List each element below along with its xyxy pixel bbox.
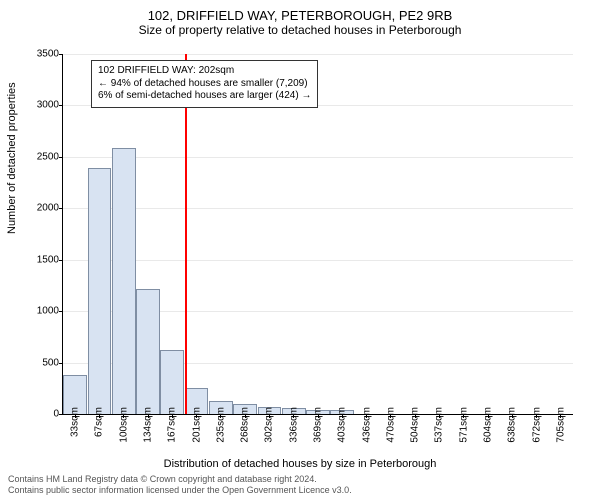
- x-tick-label: 470sqm: [385, 407, 396, 443]
- footer-line: Contains public sector information licen…: [8, 485, 352, 496]
- y-tick: [59, 208, 63, 209]
- figure: 102, DRIFFIELD WAY, PETERBOROUGH, PE2 9R…: [0, 0, 600, 500]
- x-tick-label: 504sqm: [410, 407, 421, 443]
- plot-area: 050010001500200025003000350033sqm67sqm10…: [62, 54, 573, 415]
- x-tick-label: 268sqm: [240, 407, 251, 443]
- x-tick-label: 33sqm: [70, 407, 81, 437]
- y-tick: [59, 311, 63, 312]
- x-tick-label: 100sqm: [118, 407, 129, 443]
- x-tick-label: 336sqm: [288, 407, 299, 443]
- x-tick-label: 571sqm: [458, 407, 469, 443]
- x-tick-label: 604sqm: [483, 407, 494, 443]
- bar: [112, 148, 136, 414]
- titles: 102, DRIFFIELD WAY, PETERBOROUGH, PE2 9R…: [0, 0, 600, 37]
- x-tick-label: 67sqm: [94, 407, 105, 437]
- y-tick: [59, 363, 63, 364]
- annotation-line: 6% of semi-detached houses are larger (4…: [98, 90, 311, 103]
- annotation-box: 102 DRIFFIELD WAY: 202sqm ← 94% of detac…: [91, 60, 318, 108]
- y-tick-label: 1500: [19, 254, 59, 265]
- gridline: [63, 54, 573, 55]
- reference-line: [185, 54, 187, 414]
- y-tick: [59, 54, 63, 55]
- bar: [160, 350, 184, 414]
- x-tick-label: 436sqm: [361, 407, 372, 443]
- x-tick-label: 705sqm: [555, 407, 566, 443]
- footer-line: Contains HM Land Registry data © Crown c…: [8, 474, 352, 485]
- y-tick-label: 2500: [19, 151, 59, 162]
- annotation-line: 102 DRIFFIELD WAY: 202sqm: [98, 65, 311, 78]
- title-line-1: 102, DRIFFIELD WAY, PETERBOROUGH, PE2 9R…: [0, 8, 600, 23]
- bar: [88, 168, 112, 414]
- gridline: [63, 260, 573, 261]
- y-tick-label: 0: [19, 409, 59, 420]
- y-tick-label: 3000: [19, 100, 59, 111]
- x-tick-label: 537sqm: [434, 407, 445, 443]
- annotation-line: ← 94% of detached houses are smaller (7,…: [98, 78, 311, 91]
- bar: [136, 289, 160, 414]
- y-tick-label: 500: [19, 357, 59, 368]
- x-tick-label: 369sqm: [313, 407, 324, 443]
- x-tick-label: 403sqm: [337, 407, 348, 443]
- x-tick-label: 672sqm: [531, 407, 542, 443]
- footer: Contains HM Land Registry data © Crown c…: [8, 474, 352, 496]
- gridline: [63, 157, 573, 158]
- y-tick: [59, 157, 63, 158]
- gridline: [63, 208, 573, 209]
- x-axis-label: Distribution of detached houses by size …: [0, 458, 600, 470]
- x-tick-label: 201sqm: [191, 407, 202, 443]
- x-tick-label: 235sqm: [215, 407, 226, 443]
- x-tick-label: 134sqm: [143, 407, 154, 443]
- x-tick-label: 638sqm: [507, 407, 518, 443]
- y-tick: [59, 105, 63, 106]
- y-axis-label: Number of detached properties: [6, 82, 18, 234]
- x-tick-label: 302sqm: [264, 407, 275, 443]
- title-line-2: Size of property relative to detached ho…: [0, 23, 600, 37]
- y-tick-label: 3500: [19, 49, 59, 60]
- x-tick-label: 167sqm: [167, 407, 178, 443]
- y-tick-label: 2000: [19, 203, 59, 214]
- y-tick: [59, 260, 63, 261]
- y-tick-label: 1000: [19, 306, 59, 317]
- y-tick: [59, 414, 63, 415]
